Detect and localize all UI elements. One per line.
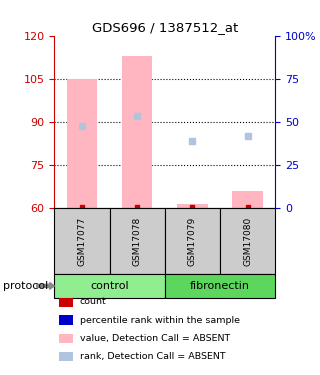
Point bbox=[135, 113, 140, 119]
Point bbox=[245, 133, 250, 139]
Title: GDS696 / 1387512_at: GDS696 / 1387512_at bbox=[92, 21, 238, 34]
Bar bbox=[122, 56, 152, 208]
Point bbox=[190, 204, 195, 210]
Text: GSM17078: GSM17078 bbox=[133, 216, 142, 266]
Bar bbox=[59, 315, 73, 325]
Point bbox=[79, 123, 84, 129]
Text: GSM17079: GSM17079 bbox=[188, 216, 197, 266]
Point bbox=[135, 204, 140, 210]
Bar bbox=[59, 297, 73, 306]
Point bbox=[79, 204, 84, 210]
Bar bbox=[109, 208, 165, 274]
Text: protocol: protocol bbox=[3, 281, 48, 291]
Bar bbox=[177, 204, 208, 208]
Text: GSM17077: GSM17077 bbox=[77, 216, 86, 266]
Text: count: count bbox=[80, 297, 107, 306]
Text: rank, Detection Call = ABSENT: rank, Detection Call = ABSENT bbox=[80, 352, 225, 361]
Bar bbox=[67, 79, 97, 208]
Bar bbox=[59, 352, 73, 362]
Bar bbox=[165, 208, 220, 274]
Bar bbox=[220, 208, 275, 274]
Bar bbox=[232, 191, 263, 208]
Bar bbox=[54, 208, 109, 274]
Bar bbox=[59, 334, 73, 343]
Point bbox=[245, 204, 250, 210]
Bar bbox=[54, 274, 165, 298]
Text: GSM17080: GSM17080 bbox=[243, 216, 252, 266]
Text: fibronectin: fibronectin bbox=[190, 281, 250, 291]
Text: percentile rank within the sample: percentile rank within the sample bbox=[80, 316, 240, 324]
Text: value, Detection Call = ABSENT: value, Detection Call = ABSENT bbox=[80, 334, 230, 343]
Text: control: control bbox=[90, 281, 129, 291]
Bar bbox=[165, 274, 275, 298]
Point bbox=[190, 138, 195, 144]
